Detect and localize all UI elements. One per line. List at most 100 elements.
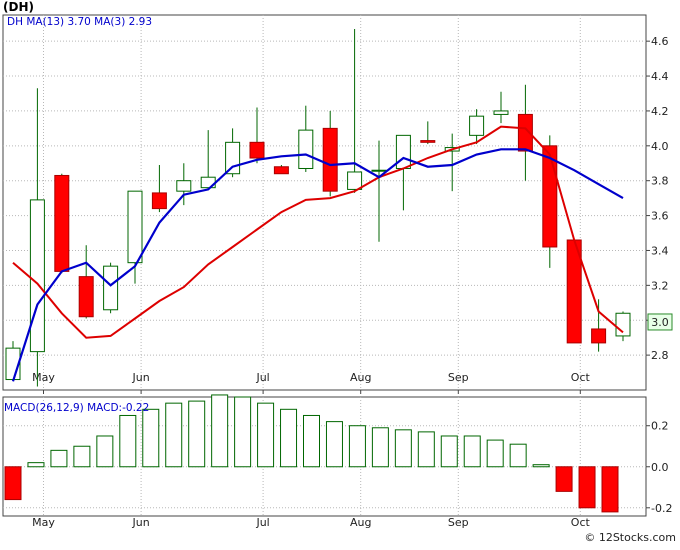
macd-bar-positive: [27, 462, 45, 468]
macd-bar-positive: [463, 435, 481, 468]
candle-body-down: [54, 174, 70, 272]
candle: [420, 121, 436, 145]
macd-month-label: Oct: [571, 516, 591, 529]
macd-tick-label: -0.2: [651, 502, 672, 515]
candle: [151, 165, 167, 213]
candle-body-up: [225, 141, 241, 175]
price-tick-label: 3.6: [651, 210, 669, 223]
macd-legend: MACD(26,12,9) MACD:-0.22: [4, 402, 149, 414]
macd-month-label: May: [32, 516, 55, 529]
last-value-label: 3.0: [651, 316, 669, 329]
macd-bar-positive: [303, 414, 320, 468]
macd-tick-label: 0.2: [651, 420, 669, 433]
candle: [249, 107, 265, 164]
candle-body-up: [176, 180, 192, 192]
macd-bar-positive: [348, 425, 366, 468]
candle-body-down: [420, 140, 436, 143]
macd-bar-negative: [578, 466, 596, 509]
candle: [493, 91, 509, 124]
candle-body-up: [395, 134, 411, 169]
candle-body-up: [29, 199, 45, 353]
price-tick-label: 4.2: [651, 105, 669, 118]
candle: [591, 299, 607, 352]
price-tick-label: 3.4: [651, 244, 669, 257]
candle-body-up: [298, 129, 314, 169]
price-month-label: Aug: [350, 371, 371, 384]
macd-month-label: Aug: [350, 516, 371, 529]
candle-body-down: [78, 276, 94, 318]
macd-bar-positive: [532, 464, 550, 468]
macd-bar-positive: [280, 408, 298, 468]
macd-bar-positive: [325, 421, 343, 468]
watermark: © 12Stocks.com: [584, 531, 676, 544]
price-legend: DH MA(13) 3.70 MA(3) 2.93: [7, 16, 152, 28]
ma13-line: [11, 148, 624, 382]
macd-bar-positive: [257, 402, 275, 468]
candle-body-up: [127, 190, 143, 264]
macd-bar-positive: [119, 414, 137, 468]
macd-bar-positive: [96, 435, 114, 468]
macd-bar-positive: [371, 427, 389, 468]
candle-body-down: [273, 166, 289, 175]
candle: [273, 165, 289, 175]
price-month-label: Sep: [448, 371, 469, 384]
candle-body-down: [542, 145, 558, 248]
price-panel: 2.8 3.0 3.2 3.4 3.6 3.8 4.0 4.2 4.4 4.6 May Jun Jul A…: [2, 0, 673, 394]
candle-body-down: [151, 192, 167, 210]
price-plot-frame: [2, 14, 647, 391]
macd-bar-negative: [601, 466, 619, 513]
legend-entry: MA(13) 3.70: [23, 16, 91, 28]
price-month-label: May: [32, 371, 55, 384]
macd-bar-positive: [417, 431, 435, 468]
candle-body-up: [493, 110, 509, 115]
macd-month-label: Jul: [255, 516, 269, 529]
candle: [54, 173, 70, 274]
price-tick-label: 3.2: [651, 279, 669, 292]
price-month-label: Oct: [571, 371, 591, 384]
macd-bar-positive: [509, 443, 527, 468]
ma-short-line: [12, 125, 624, 339]
last-value-box: [647, 313, 673, 331]
candle-body-down: [322, 127, 338, 192]
candle: [127, 190, 143, 284]
price-tick-label: 4.0: [651, 140, 669, 153]
macd-tick-label: 0.0: [651, 461, 669, 474]
macd-bar-positive: [234, 396, 252, 468]
legend-entry: DH: [7, 16, 23, 28]
legend-entry: MA(3) 2.93: [91, 16, 152, 28]
candle: [322, 110, 338, 197]
macd-bar-positive: [50, 449, 68, 468]
candle-body-down: [591, 328, 607, 344]
macd-bar-negative: [4, 466, 22, 501]
candle: [298, 105, 314, 172]
price-tick-label: 2.8: [651, 349, 669, 362]
candle-body-up: [615, 312, 631, 337]
candle: [78, 245, 94, 319]
candle-body-up: [347, 171, 363, 190]
legend-entry: MACD(26,12,9): [4, 402, 84, 414]
macd-bar-positive: [165, 402, 183, 468]
macd-bar-positive: [440, 435, 458, 468]
candle: [347, 28, 363, 193]
macd-bar-negative: [555, 466, 573, 492]
macd-bar-positive: [486, 439, 504, 468]
candle: [469, 109, 485, 145]
macd-bar-positive: [188, 400, 206, 468]
candle: [103, 262, 119, 314]
macd-bar-positive: [73, 445, 91, 468]
candle: [176, 163, 192, 206]
chart-title: (DH): [3, 0, 34, 14]
candle-body-up: [469, 115, 485, 136]
macd-panel: -0.2 0.0 0.2 May Jun Jul Aug Sep Oct MACD(26,12,9…: [2, 394, 672, 529]
price-tick-label: 4.4: [651, 70, 669, 83]
macd-bar-positive: [211, 394, 229, 468]
macd-month-label: Jun: [132, 516, 150, 529]
macd-bar-positive: [394, 429, 412, 468]
legend-entry: MACD:-0.22: [84, 402, 150, 414]
candle-body-down: [249, 141, 265, 159]
macd-month-label: Sep: [448, 516, 469, 529]
price-tick-label: 3.8: [651, 175, 669, 188]
price-tick-label: 4.6: [651, 35, 669, 48]
